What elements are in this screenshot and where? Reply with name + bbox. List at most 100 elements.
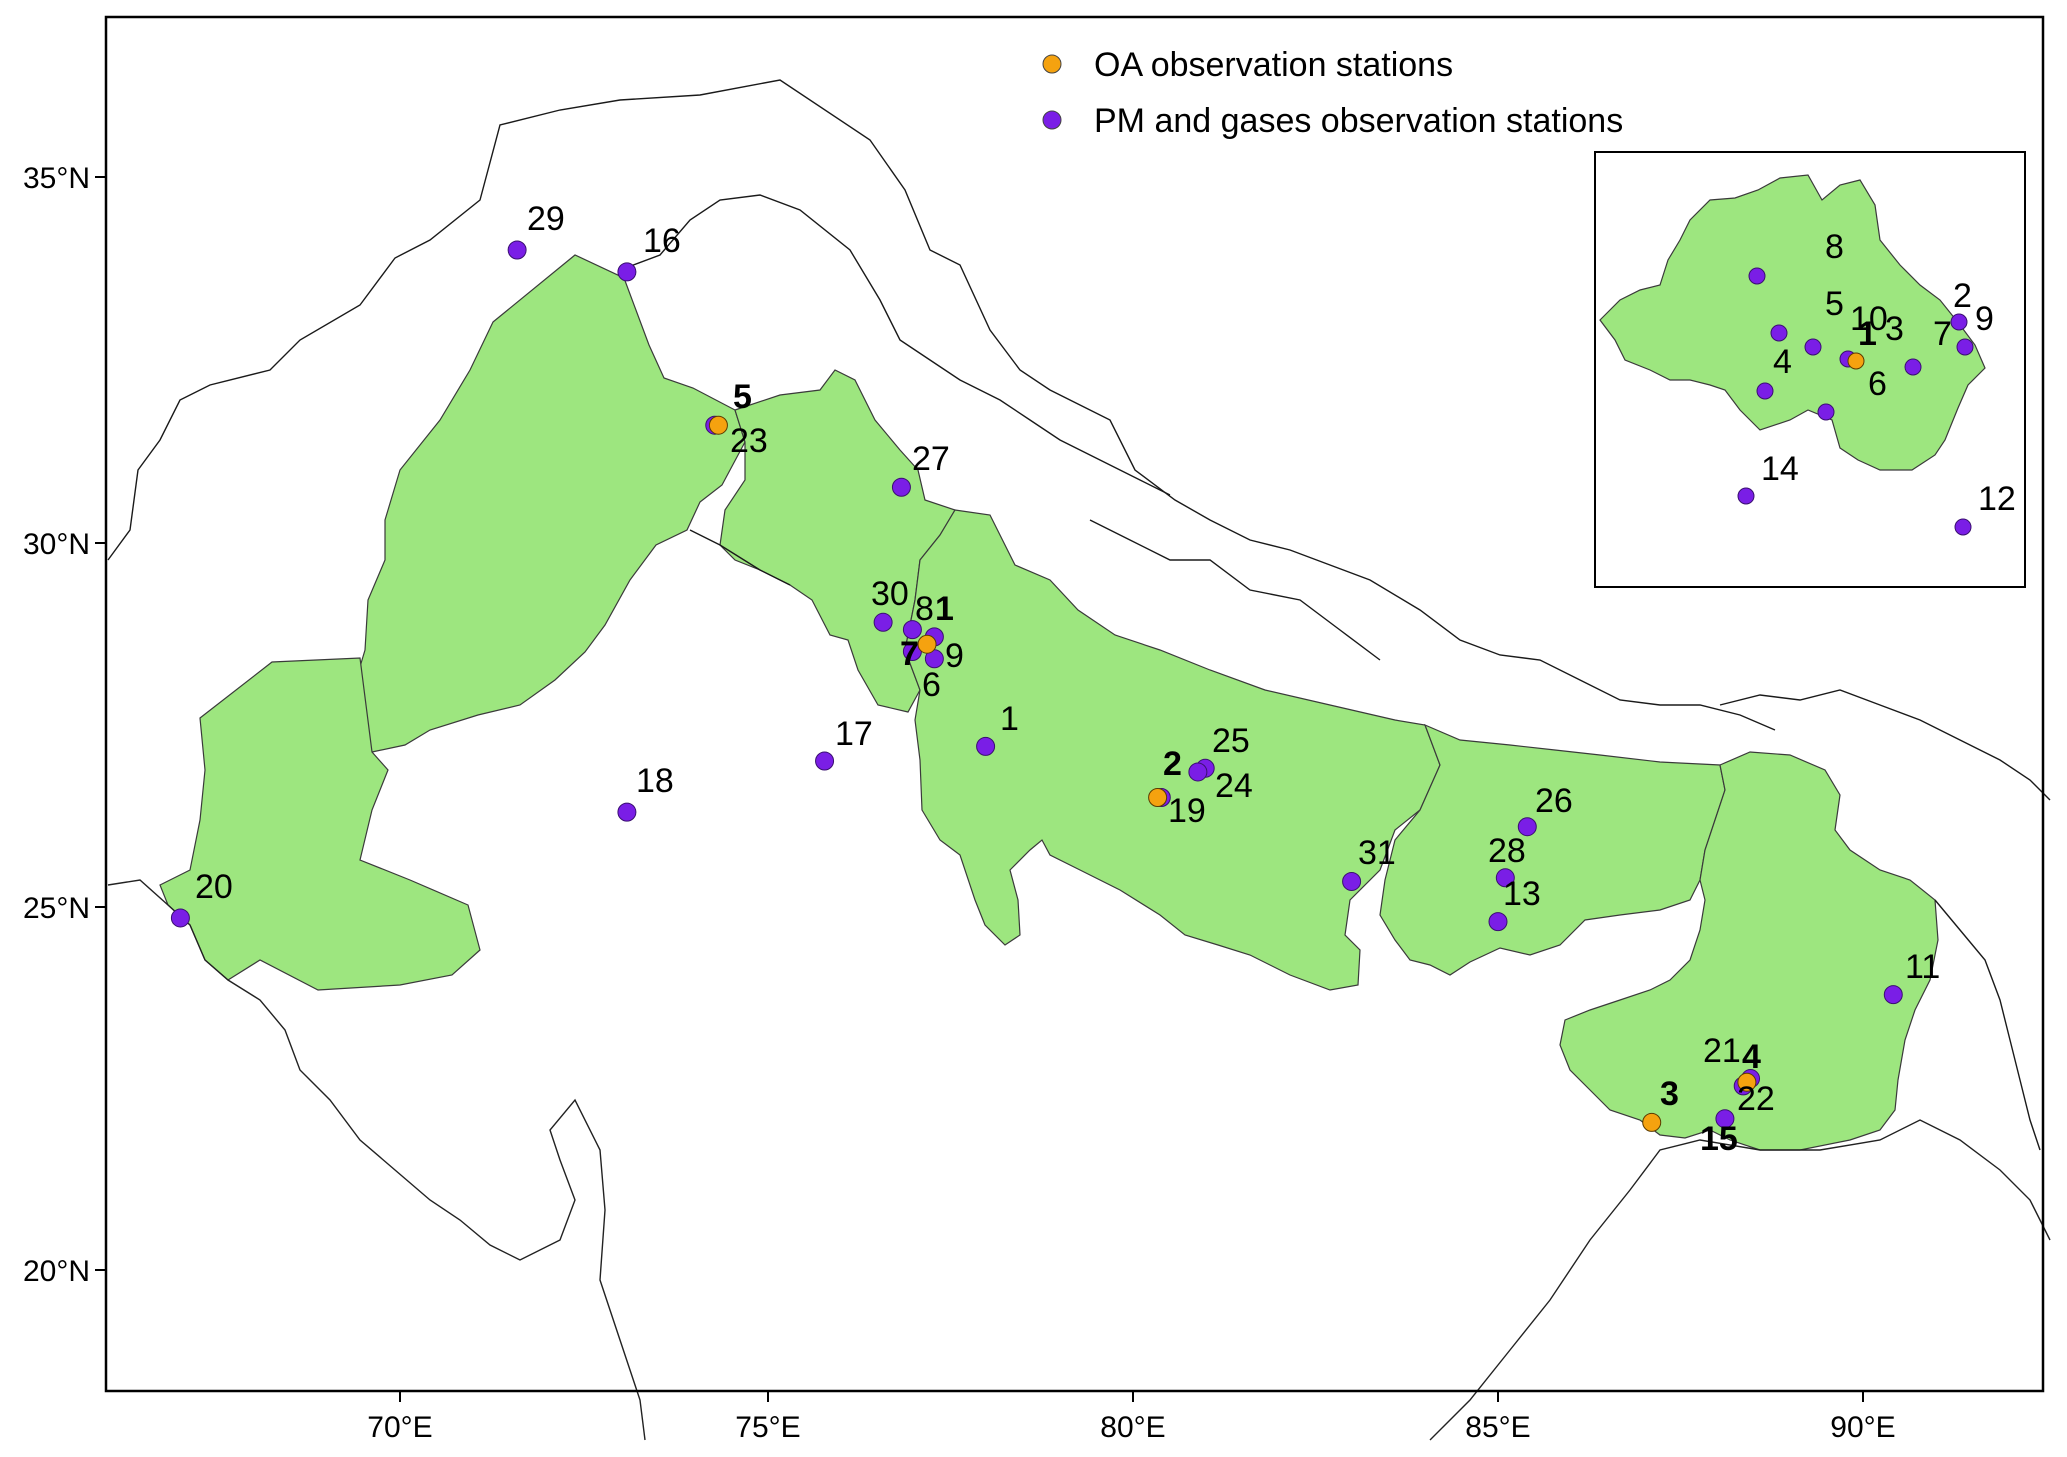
pm-station-marker-17 bbox=[815, 751, 835, 771]
legend-oa-label: OA observation stations bbox=[1094, 46, 1453, 84]
inset-pm-station-marker bbox=[1950, 313, 1968, 331]
legend-oa-marker bbox=[1042, 54, 1062, 74]
station-label: 5 bbox=[733, 378, 752, 416]
pm-station-marker-20 bbox=[170, 908, 190, 928]
x-tick-label: 80°E bbox=[1100, 1411, 1165, 1444]
pm-station-marker-8 bbox=[902, 620, 922, 640]
station-label: 27 bbox=[912, 440, 950, 478]
station-label: 31 bbox=[1358, 834, 1396, 872]
inset-markers bbox=[1737, 267, 1974, 536]
pm-station-marker-18 bbox=[617, 802, 637, 822]
station-label: 17 bbox=[835, 715, 873, 753]
station-label: 1 bbox=[1000, 700, 1019, 738]
station-label: 22 bbox=[1737, 1080, 1775, 1118]
inset-station-label: 2 bbox=[1953, 277, 1972, 315]
station-label: 21 bbox=[1703, 1032, 1741, 1070]
inset-pm-station-marker bbox=[1956, 338, 1974, 356]
west-coastline bbox=[107, 879, 646, 1441]
inset-station-label: 9 bbox=[1975, 300, 1994, 338]
y-tick-label: 30°N bbox=[23, 528, 90, 561]
inset-pm-station-marker bbox=[1737, 487, 1755, 505]
region-uttar-pradesh bbox=[904, 509, 1441, 991]
inset-labels: 8 2 9 5 10 1 3 7 4 6 14 12 bbox=[1761, 228, 2016, 518]
station-label: 25 bbox=[1212, 722, 1250, 760]
inset-pm-station-marker bbox=[1954, 518, 1972, 536]
pm-station-marker-13 bbox=[1488, 912, 1508, 932]
station-label: 24 bbox=[1215, 767, 1253, 805]
y-tick-label: 35°N bbox=[23, 162, 90, 195]
y-tick-label: 25°N bbox=[23, 892, 90, 925]
region-west-bengal-bangladesh bbox=[1559, 751, 1939, 1151]
station-label: 19 bbox=[1168, 792, 1206, 830]
station-label: 20 bbox=[195, 868, 233, 906]
inset-station-label: 14 bbox=[1761, 450, 1799, 488]
x-tick-label: 90°E bbox=[1830, 1411, 1895, 1444]
inset-station-label: 1 bbox=[1858, 315, 1877, 353]
station-markers bbox=[170, 240, 1903, 1132]
internal-boundary-2 bbox=[1089, 519, 1381, 661]
pm-station-marker-28 bbox=[1495, 868, 1515, 888]
inset-pm-station-marker bbox=[1817, 403, 1835, 421]
pm-station-marker-15 bbox=[1715, 1109, 1735, 1129]
study-region bbox=[159, 254, 1939, 1151]
station-label: 13 bbox=[1503, 875, 1541, 913]
pm-station-marker-16 bbox=[617, 262, 637, 282]
station-label: 26 bbox=[1535, 782, 1573, 820]
x-tick-label: 85°E bbox=[1465, 1411, 1530, 1444]
region-bihar bbox=[1379, 723, 1726, 976]
inset-map: 8 2 9 5 10 1 3 7 4 6 14 12 bbox=[1594, 151, 2026, 588]
pm-station-marker-11 bbox=[1883, 985, 1903, 1005]
oa-station-marker-3 bbox=[1642, 1112, 1662, 1132]
inset-pm-station-marker bbox=[1770, 324, 1788, 342]
internal-boundary-1 bbox=[689, 529, 791, 586]
station-label: 28 bbox=[1488, 832, 1526, 870]
region-sindh bbox=[159, 657, 481, 991]
station-label: 1 bbox=[935, 590, 954, 628]
region-punjab-pakistan bbox=[349, 254, 746, 756]
pm-station-marker-1 bbox=[976, 736, 996, 756]
station-label: 11 bbox=[1905, 948, 1940, 986]
inset-region bbox=[1599, 174, 1986, 471]
station-label: 29 bbox=[527, 200, 565, 238]
inset-station-label: 7 bbox=[1933, 315, 1952, 353]
inset-station-label: 10 bbox=[1850, 300, 1888, 338]
kashmir-boundary bbox=[619, 194, 1171, 496]
axis-tick-labels: 70°E 75°E 80°E 85°E 90°E 35°N 30°N 25°N … bbox=[23, 162, 1896, 1444]
legend-pm-label: PM and gases observation stations bbox=[1094, 102, 1623, 140]
inset-station-label: 4 bbox=[1773, 343, 1792, 381]
pm-station-marker-30 bbox=[873, 612, 893, 632]
oa-station-marker-5 bbox=[708, 415, 728, 435]
inset-station-label: 8 bbox=[1825, 228, 1844, 266]
y-tick-label: 20°N bbox=[23, 1255, 90, 1288]
east-coastline bbox=[1429, 1119, 2051, 1441]
station-label: 30 bbox=[871, 575, 909, 613]
station-label: 15 bbox=[1700, 1120, 1738, 1158]
inset-oa-station-marker bbox=[1847, 352, 1865, 370]
x-tick-label: 70°E bbox=[367, 1411, 432, 1444]
legend-pm-marker bbox=[1042, 110, 1062, 130]
boundary-lines bbox=[107, 79, 2051, 1441]
axis-ticks bbox=[95, 176, 1864, 1402]
oa-station-marker-4 bbox=[1737, 1072, 1757, 1092]
legend: OA observation stations PM and gases obs… bbox=[1042, 46, 1623, 140]
pm-station-marker-31 bbox=[1342, 871, 1362, 891]
oa-station-marker-1 bbox=[917, 634, 937, 654]
station-label: 8 bbox=[915, 590, 934, 628]
station-label: 6 bbox=[922, 666, 941, 704]
station-label: 7 bbox=[900, 635, 919, 673]
station-label: 4 bbox=[1742, 1038, 1761, 1076]
bangladesh-east-boundary bbox=[1934, 899, 2041, 1151]
station-labels: 29 16 5 23 27 30 8 1 7 9 6 1 17 18 2 25 … bbox=[195, 200, 1940, 1158]
inset-pm-station-marker bbox=[1756, 382, 1774, 400]
station-label: 3 bbox=[1660, 1075, 1679, 1113]
inset-pm-station-marker bbox=[1748, 267, 1766, 285]
station-label: 16 bbox=[643, 222, 681, 260]
oa-station-marker-2 bbox=[1148, 788, 1168, 807]
pm-station-marker-29 bbox=[507, 240, 527, 260]
inset-station-label: 5 bbox=[1825, 285, 1844, 323]
inset-station-label: 6 bbox=[1868, 365, 1887, 403]
northern-boundary bbox=[107, 79, 1776, 731]
station-label: 18 bbox=[636, 762, 674, 800]
inset-pm-station-marker bbox=[1804, 338, 1822, 356]
